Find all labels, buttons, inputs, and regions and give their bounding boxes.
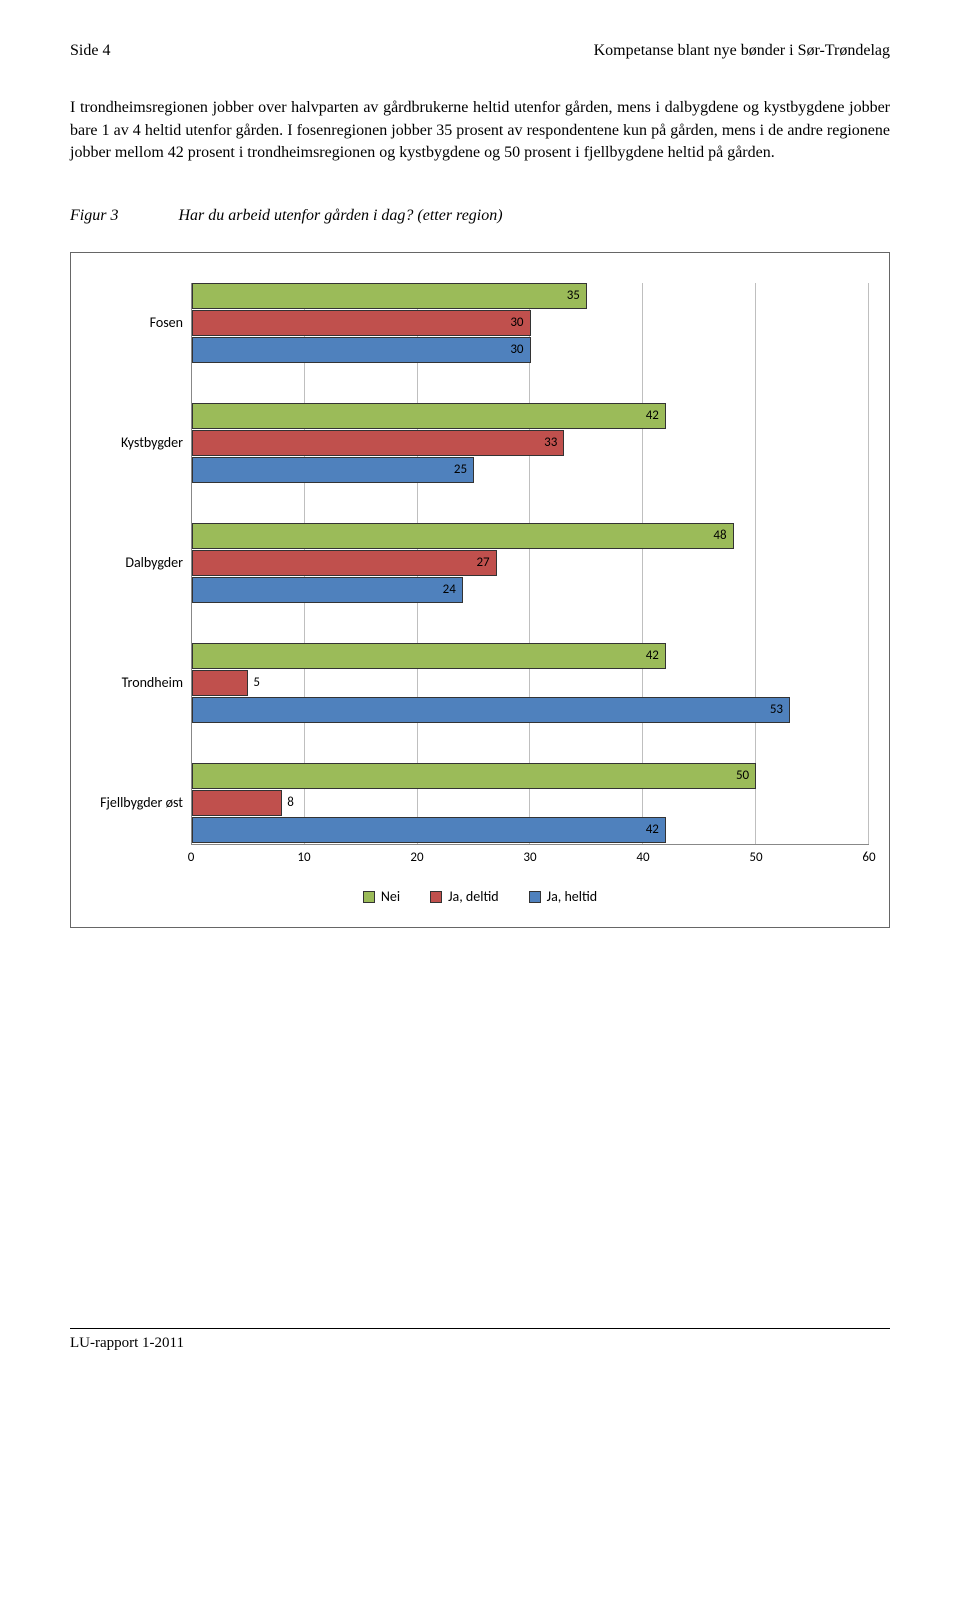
- bar: 42: [192, 403, 666, 429]
- x-tick: 30: [523, 849, 536, 867]
- bar-value: 8: [287, 794, 294, 812]
- bar-value: 25: [454, 461, 467, 479]
- bar-value: 53: [770, 701, 783, 719]
- page-footer: LU-rapport 1-2011: [70, 1328, 890, 1354]
- legend-label: Ja, deltid: [448, 887, 499, 907]
- doc-title: Kompetanse blant nye bønder i Sør-Trønde…: [594, 40, 890, 62]
- bar: 42: [192, 643, 666, 669]
- bar-value: 5: [253, 674, 260, 692]
- bar: 24: [192, 577, 463, 603]
- y-axis-labels: Fosen Kystbygder Dalbygder Trondheim Fjellby…: [91, 283, 191, 845]
- category-label: Dalbygder: [91, 523, 183, 603]
- legend-item: Nei: [363, 887, 400, 907]
- category-label: Kystbygder: [91, 403, 183, 483]
- legend-label: Ja, heltid: [547, 887, 598, 907]
- bar: 27: [192, 550, 497, 576]
- bar: 42: [192, 817, 666, 843]
- bar: 53: [192, 697, 790, 723]
- bar-value: 30: [510, 314, 523, 332]
- body-paragraph: I trondheimsregionen jobber over halvpar…: [70, 97, 890, 164]
- bar: 25: [192, 457, 474, 483]
- bars-wrap: 35 30 30 42 33 25 48 27 24 42 5 53 50 8 42: [192, 283, 869, 843]
- footer-text: LU-rapport 1-2011: [70, 1335, 184, 1351]
- legend-item: Ja, heltid: [529, 887, 598, 907]
- bar-value: 42: [646, 647, 659, 665]
- bar-group: 48 27 24: [192, 523, 869, 603]
- legend-label: Nei: [381, 887, 400, 907]
- bar-value: 30: [510, 341, 523, 359]
- bar-group: 42 5 53: [192, 643, 869, 723]
- bar: 48: [192, 523, 734, 549]
- category-label: Fosen: [91, 283, 183, 363]
- page-header: Side 4 Kompetanse blant nye bønder i Sør…: [70, 40, 890, 62]
- x-axis: 0102030405060: [191, 849, 869, 869]
- legend-swatch: [529, 891, 541, 903]
- plot-area: 35 30 30 42 33 25 48 27 24 42 5 53 50 8 42: [191, 283, 869, 845]
- bar-value: 48: [713, 527, 726, 545]
- bar: 30: [192, 310, 531, 336]
- bar: 30: [192, 337, 531, 363]
- legend: Nei Ja, deltid Ja, heltid: [91, 887, 869, 907]
- bar-group: 42 33 25: [192, 403, 869, 483]
- page-number: Side 4: [70, 40, 110, 62]
- chart-container: Fosen Kystbygder Dalbygder Trondheim Fjellby…: [70, 252, 890, 928]
- figure-title: Har du arbeid utenfor gården i dag? (ett…: [178, 205, 890, 227]
- legend-item: Ja, deltid: [430, 887, 499, 907]
- figure-caption: Figur 3 Har du arbeid utenfor gården i d…: [70, 205, 890, 227]
- bar: 35: [192, 283, 587, 309]
- bar-value: 42: [646, 407, 659, 425]
- bar: 5: [192, 670, 248, 696]
- category-label: Trondheim: [91, 643, 183, 723]
- legend-swatch: [430, 891, 442, 903]
- bar: 33: [192, 430, 564, 456]
- bar: 50: [192, 763, 756, 789]
- bar-value: 33: [544, 434, 557, 452]
- legend-swatch: [363, 891, 375, 903]
- bar-value: 27: [476, 554, 489, 572]
- bar-group: 50 8 42: [192, 763, 869, 843]
- bar-value: 50: [736, 767, 749, 785]
- x-tick: 60: [862, 849, 875, 867]
- x-tick: 40: [636, 849, 649, 867]
- x-tick: 10: [297, 849, 310, 867]
- bar-value: 35: [567, 287, 580, 305]
- bar-value: 24: [443, 581, 456, 599]
- bar-value: 42: [646, 821, 659, 839]
- x-tick: 50: [749, 849, 762, 867]
- bar: 8: [192, 790, 282, 816]
- x-tick: 20: [410, 849, 423, 867]
- x-tick: 0: [188, 849, 195, 867]
- category-label: Fjellbygder øst: [91, 763, 183, 843]
- figure-label: Figur 3: [70, 205, 118, 227]
- bar-group: 35 30 30: [192, 283, 869, 363]
